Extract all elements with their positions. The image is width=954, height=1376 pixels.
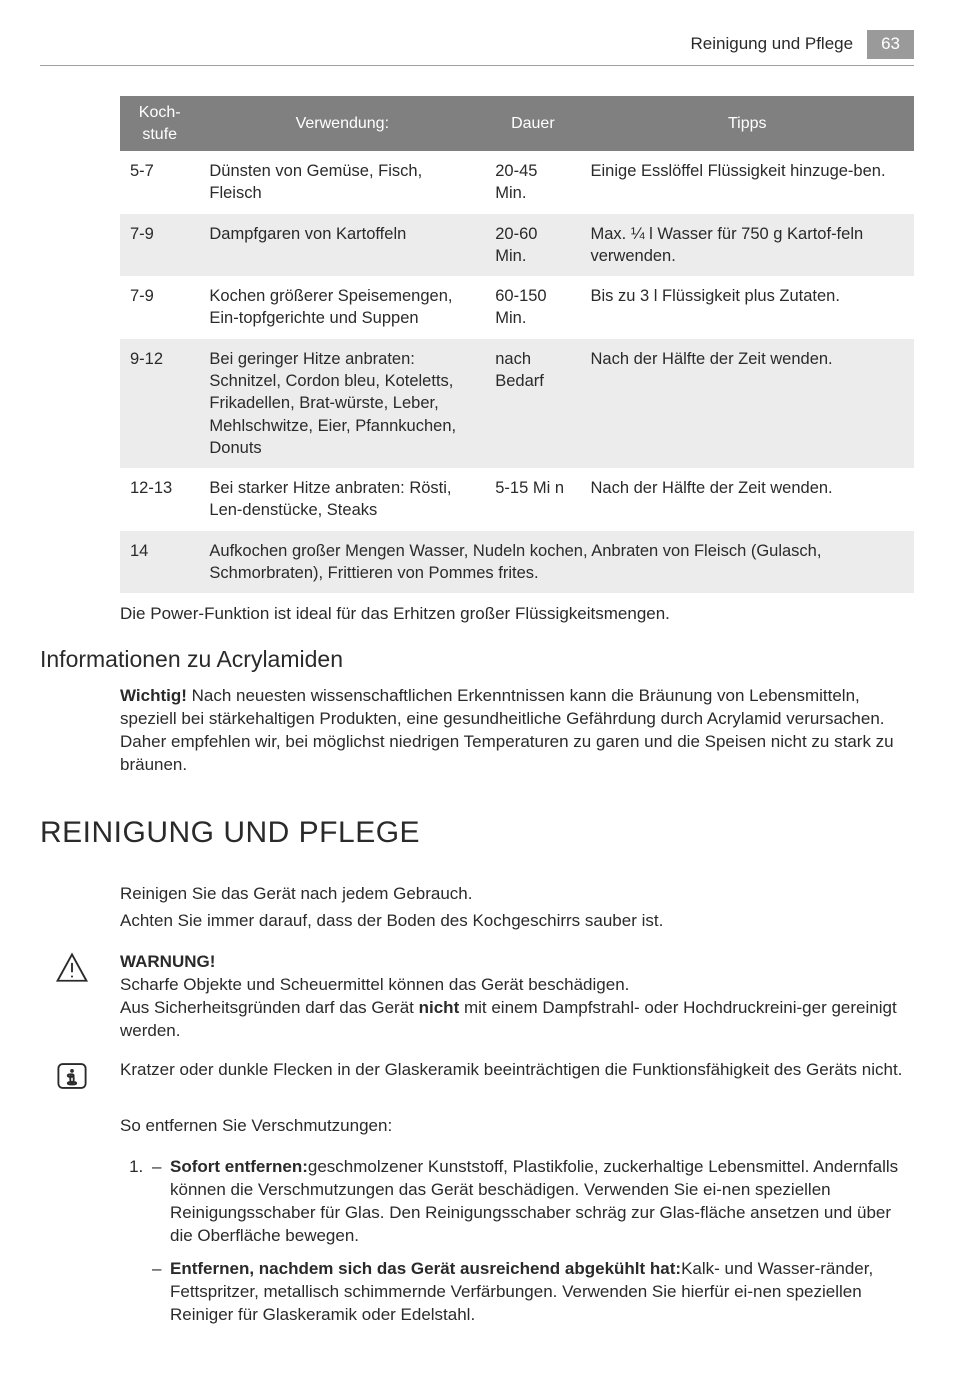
warning-l2a: Aus Sicherheitsgründen darf das Gerät — [120, 998, 419, 1017]
clean-list: Sofort entfernen:geschmolzener Kunststof… — [120, 1156, 914, 1327]
warning-icon — [55, 951, 89, 985]
acryl-label: Wichtig! — [120, 686, 187, 705]
cell-stufe: 12-13 — [120, 468, 199, 531]
warning-l2b: nicht — [419, 998, 460, 1017]
warning-l2: Aus Sicherheitsgründen darf das Gerät ni… — [120, 997, 914, 1043]
warning-l1: Scharfe Objekte und Scheuermittel können… — [120, 974, 914, 997]
cell-tipps: Nach der Hälfte der Zeit wenden. — [581, 339, 915, 468]
cell-dauer: 20-60 Min. — [485, 214, 580, 277]
cell-verwendung: Kochen größerer Speisemengen, Ein-topfge… — [199, 276, 485, 339]
clean-item-lead: Entfernen, nachdem sich das Gerät ausrei… — [170, 1259, 681, 1278]
acryl-body: Nach neuesten wissenschaftlichen Erkennt… — [120, 686, 894, 774]
info-text: Kratzer oder dunkle Flecken in der Glask… — [120, 1059, 914, 1093]
power-note: Die Power-Funktion ist ideal für das Erh… — [120, 603, 914, 626]
info-icon — [55, 1059, 89, 1093]
table-row: 12-13Bei starker Hitze anbraten: Rösti, … — [120, 468, 914, 531]
cell-stufe: 9-12 — [120, 339, 199, 468]
cell-stufe: 7-9 — [120, 214, 199, 277]
cell-span: Aufkochen großer Mengen Wasser, Nudeln k… — [199, 531, 914, 594]
page-number: 63 — [867, 30, 914, 59]
clean-item-lead: Sofort entfernen: — [170, 1157, 308, 1176]
col-tipps: Tipps — [581, 96, 915, 151]
cooking-table: Koch- stufe Verwendung: Dauer Tipps 5-7D… — [120, 96, 914, 593]
table-row: 7-9Kochen größerer Speisemengen, Ein-top… — [120, 276, 914, 339]
clean-item: Entfernen, nachdem sich das Gerät ausrei… — [152, 1258, 914, 1327]
cell-stufe: 7-9 — [120, 276, 199, 339]
clean-lead: So entfernen Sie Verschmutzungen: — [120, 1115, 914, 1138]
table-row: 5-7Dünsten von Gemüse, Fisch, Fleisch20-… — [120, 151, 914, 214]
cell-dauer: 5-15 Mi n — [485, 468, 580, 531]
clean-item: Sofort entfernen:geschmolzener Kunststof… — [152, 1156, 914, 1248]
cell-tipps: Nach der Hälfte der Zeit wenden. — [581, 468, 915, 531]
main-heading: REINIGUNG UND PFLEGE — [40, 813, 914, 854]
cell-dauer: 60-150 Min. — [485, 276, 580, 339]
col-verwendung: Verwendung: — [199, 96, 485, 151]
table-row: 7-9Dampfgaren von Kartoffeln20-60 Min.Ma… — [120, 214, 914, 277]
table-row: 9-12Bei geringer Hitze anbraten: Schnitz… — [120, 339, 914, 468]
acryl-heading: Informationen zu Acrylamiden — [40, 644, 914, 675]
intro-l1: Reinigen Sie das Gerät nach jedem Gebrau… — [120, 883, 914, 906]
cell-tipps: Max. ¼ l Wasser für 750 g Kartof-feln ve… — [581, 214, 915, 277]
cell-stufe: 5-7 — [120, 151, 199, 214]
cell-verwendung: Bei starker Hitze anbraten: Rösti, Len-d… — [199, 468, 485, 531]
header-section: Reinigung und Pflege — [691, 33, 854, 56]
cell-dauer: nach Bedarf — [485, 339, 580, 468]
intro-l2: Achten Sie immer darauf, dass der Boden … — [120, 910, 914, 933]
col-stufe: Koch- stufe — [120, 96, 199, 151]
table-row: 14Aufkochen großer Mengen Wasser, Nudeln… — [120, 531, 914, 594]
acryl-text: Wichtig! Nach neuesten wissenschaftliche… — [120, 685, 914, 777]
cell-stufe: 14 — [120, 531, 199, 594]
warning-label: WARNUNG! — [120, 951, 914, 974]
cell-dauer: 20-45 Min. — [485, 151, 580, 214]
cell-verwendung: Dünsten von Gemüse, Fisch, Fleisch — [199, 151, 485, 214]
cell-verwendung: Dampfgaren von Kartoffeln — [199, 214, 485, 277]
cell-tipps: Einige Esslöffel Flüssigkeit hinzuge-ben… — [581, 151, 915, 214]
col-dauer: Dauer — [485, 96, 580, 151]
cell-tipps: Bis zu 3 l Flüssigkeit plus Zutaten. — [581, 276, 915, 339]
cell-verwendung: Bei geringer Hitze anbraten: Schnitzel, … — [199, 339, 485, 468]
